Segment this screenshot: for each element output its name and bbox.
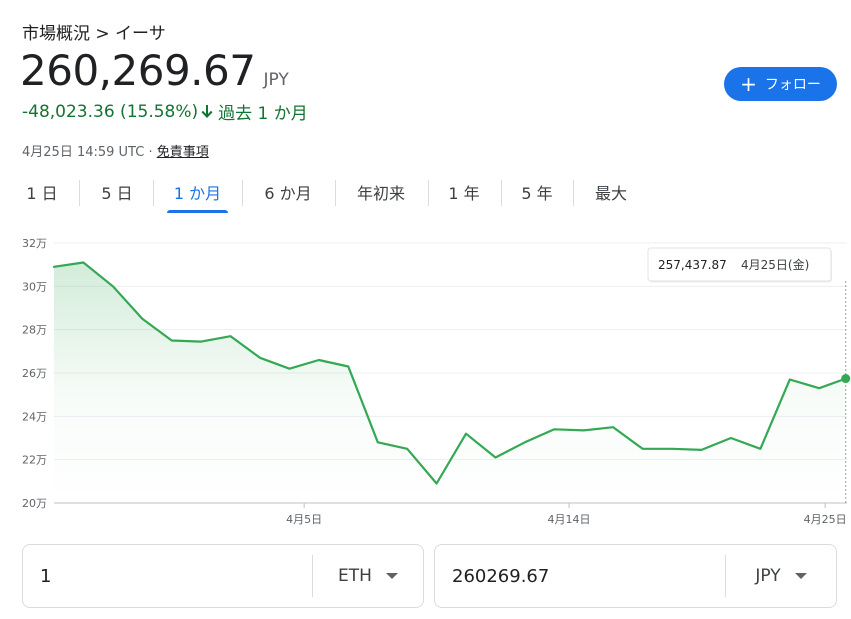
price-row: 260,269.67 JPY <box>20 46 289 95</box>
price-series-line <box>52 261 847 485</box>
from-amount-input[interactable]: 1 <box>40 565 52 587</box>
plus-icon: + <box>740 72 757 96</box>
tab-label: 6 か月 <box>264 184 312 203</box>
tab-1m[interactable]: 1 か月 <box>167 174 228 213</box>
current-point-marker <box>841 374 851 384</box>
y-tick-label: 20万 <box>22 497 47 510</box>
to-unit-select[interactable]: JPY <box>726 566 836 586</box>
arrow-down-icon <box>201 104 213 119</box>
dropdown-arrow-icon <box>794 573 807 579</box>
from-unit-select[interactable]: ETH <box>313 566 423 586</box>
tab-label: 5 年 <box>521 184 553 203</box>
area-fill <box>54 262 846 503</box>
y-tick-label: 26万 <box>22 367 47 380</box>
to-converter: 260269.67 JPY <box>434 544 837 608</box>
tooltip-value: 257,437.87 <box>658 258 727 272</box>
x-tick-label: 4月5日 <box>286 513 322 526</box>
y-tick-label: 28万 <box>22 324 47 337</box>
tab-divider <box>242 180 243 206</box>
tab-1d[interactable]: 1 日 <box>22 174 62 210</box>
to-unit-label: JPY <box>755 566 781 586</box>
tab-label: 年初来 <box>356 184 405 203</box>
from-converter: 1 ETH <box>22 544 424 608</box>
timestamp-row: 4月25日 14:59 UTC · 免責事項 <box>22 141 209 160</box>
tab-max[interactable]: 最大 <box>590 174 632 210</box>
tab-label: 1 か月 <box>173 184 222 203</box>
tab-5y[interactable]: 5 年 <box>516 174 558 210</box>
timestamp: 4月25日 14:59 UTC · <box>22 145 157 160</box>
change-value: -48,023.36 (15.58%) <box>22 101 199 122</box>
tab-1y[interactable]: 1 年 <box>444 174 484 210</box>
tab-6m[interactable]: 6 か月 <box>259 174 317 210</box>
tab-divider <box>501 180 502 206</box>
breadcrumb: 市場概況 > イーサ <box>22 24 166 44</box>
y-tick-label: 24万 <box>22 410 47 423</box>
time-range-tabs: 1 日 5 日 1 か月 6 か月 年初来 1 年 5 年 最大 <box>0 174 851 214</box>
x-tick-label: 4月14日 <box>548 513 591 526</box>
converter-divider <box>312 555 313 597</box>
tab-divider <box>428 180 429 206</box>
change-row: -48,023.36 (15.58%) 過去 1 か月 <box>22 99 308 125</box>
tab-label: 5 日 <box>101 184 133 203</box>
y-tick-label: 30万 <box>22 280 47 293</box>
x-tick-label: 4月25日 <box>804 513 847 526</box>
tab-5d[interactable]: 5 日 <box>95 174 139 210</box>
follow-button[interactable]: + フォロー <box>724 67 837 101</box>
converter-divider <box>725 555 726 597</box>
follow-button-label: フォロー <box>764 77 821 93</box>
tab-divider <box>153 180 154 206</box>
tooltip-date: 4月25日(金) <box>741 257 809 272</box>
dropdown-arrow-icon <box>385 573 398 579</box>
y-tick-label: 22万 <box>22 454 47 467</box>
tab-ytd[interactable]: 年初来 <box>350 174 412 210</box>
disclaimer-link[interactable]: 免責事項 <box>156 145 209 160</box>
from-unit-label: ETH <box>338 566 372 586</box>
tab-label: 最大 <box>594 184 627 203</box>
y-tick-label: 32万 <box>22 237 47 250</box>
period-label: 過去 1 か月 <box>218 104 308 124</box>
tab-divider <box>335 180 336 206</box>
tab-divider <box>573 180 574 206</box>
tab-label: 1 年 <box>448 184 480 203</box>
price-chart[interactable]: 32万 30万 28万 26万 24万 22万 20万 4月5日 4月14日 4月25日 257,… <box>0 228 851 534</box>
price-value: 260,269.67 <box>20 46 256 95</box>
tab-label: 1 日 <box>26 184 58 203</box>
tab-divider <box>79 180 80 206</box>
tooltip-box <box>647 247 832 282</box>
to-amount-input[interactable]: 260269.67 <box>452 565 550 587</box>
currency-label: JPY <box>263 70 289 90</box>
